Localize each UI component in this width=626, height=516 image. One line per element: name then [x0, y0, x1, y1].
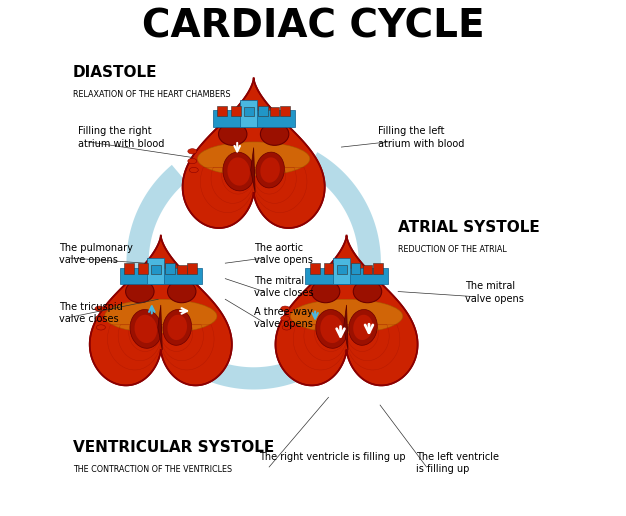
Text: ATRIAL SYSTOLE: ATRIAL SYSTOLE	[398, 220, 540, 235]
Ellipse shape	[353, 315, 373, 340]
Text: VENTRICULAR SYSTOLE: VENTRICULAR SYSTOLE	[73, 440, 274, 455]
Bar	[305, 268, 387, 284]
Bar	[217, 106, 227, 116]
Ellipse shape	[188, 149, 197, 154]
Ellipse shape	[282, 325, 291, 330]
Ellipse shape	[163, 310, 192, 345]
Bar	[324, 263, 334, 273]
Bar	[244, 107, 254, 116]
Bar	[187, 263, 197, 273]
Ellipse shape	[105, 299, 217, 333]
Text: The right ventricle is filling up: The right ventricle is filling up	[259, 452, 406, 461]
Bar	[120, 268, 202, 284]
Bar	[373, 263, 383, 273]
Text: Filling the left
atrium with blood: Filling the left atrium with blood	[377, 126, 464, 149]
Bar	[147, 258, 164, 284]
Text: THE CONTRACTION OF THE VENTRICLES: THE CONTRACTION OF THE VENTRICLES	[73, 465, 232, 474]
Text: The aortic
valve opens: The aortic valve opens	[254, 243, 312, 265]
Ellipse shape	[130, 310, 162, 348]
Text: Filling the right
atrium with blood: Filling the right atrium with blood	[78, 126, 165, 149]
Text: The tricuspid
valve closes: The tricuspid valve closes	[59, 302, 123, 324]
Ellipse shape	[135, 315, 157, 343]
Bar	[258, 106, 267, 116]
Polygon shape	[183, 78, 325, 228]
Polygon shape	[158, 305, 162, 350]
Ellipse shape	[96, 325, 105, 330]
Ellipse shape	[95, 306, 104, 311]
Bar	[125, 263, 134, 273]
Ellipse shape	[349, 310, 377, 345]
Bar	[212, 110, 295, 126]
Ellipse shape	[353, 280, 382, 303]
Ellipse shape	[280, 316, 290, 321]
Ellipse shape	[95, 316, 104, 321]
Bar	[138, 263, 148, 273]
Bar	[280, 106, 290, 116]
Ellipse shape	[260, 157, 280, 183]
Bar	[310, 263, 320, 273]
Ellipse shape	[280, 306, 290, 311]
Text: RELAXATION OF THE HEART CHAMBERS: RELAXATION OF THE HEART CHAMBERS	[73, 90, 231, 99]
Ellipse shape	[223, 152, 255, 191]
Bar	[165, 263, 175, 273]
Polygon shape	[90, 236, 232, 385]
Text: The pulmonary
valve opens: The pulmonary valve opens	[59, 243, 133, 265]
Text: The left ventricle
is filling up: The left ventricle is filling up	[416, 452, 499, 474]
Bar	[240, 101, 257, 126]
Bar	[337, 265, 347, 273]
Ellipse shape	[256, 152, 284, 188]
Bar	[231, 106, 240, 116]
Bar	[151, 265, 161, 273]
Text: The mitral
valve opens: The mitral valve opens	[465, 281, 524, 303]
Ellipse shape	[167, 315, 187, 340]
Text: REDUCTION OF THE ATRIAL: REDUCTION OF THE ATRIAL	[398, 245, 507, 254]
Ellipse shape	[260, 123, 289, 146]
Polygon shape	[275, 236, 418, 385]
Ellipse shape	[321, 315, 343, 343]
Bar	[351, 263, 361, 273]
Polygon shape	[344, 305, 348, 350]
Ellipse shape	[126, 280, 154, 303]
Ellipse shape	[227, 157, 250, 186]
Ellipse shape	[168, 280, 196, 303]
Text: A three-way
valve opens: A three-way valve opens	[254, 307, 312, 329]
Ellipse shape	[311, 280, 340, 303]
Ellipse shape	[316, 310, 347, 348]
Polygon shape	[250, 148, 255, 192]
Text: DIASTOLE: DIASTOLE	[73, 65, 158, 80]
Bar	[333, 258, 349, 284]
Bar	[270, 107, 279, 116]
Ellipse shape	[290, 299, 403, 333]
Text: The mitral
valve closes: The mitral valve closes	[254, 276, 313, 298]
Bar	[362, 265, 372, 273]
Bar	[177, 265, 187, 273]
Ellipse shape	[218, 123, 247, 146]
Ellipse shape	[198, 142, 310, 175]
Ellipse shape	[189, 167, 198, 173]
Text: CARDIAC CYCLE: CARDIAC CYCLE	[141, 8, 485, 46]
Ellipse shape	[188, 158, 197, 164]
